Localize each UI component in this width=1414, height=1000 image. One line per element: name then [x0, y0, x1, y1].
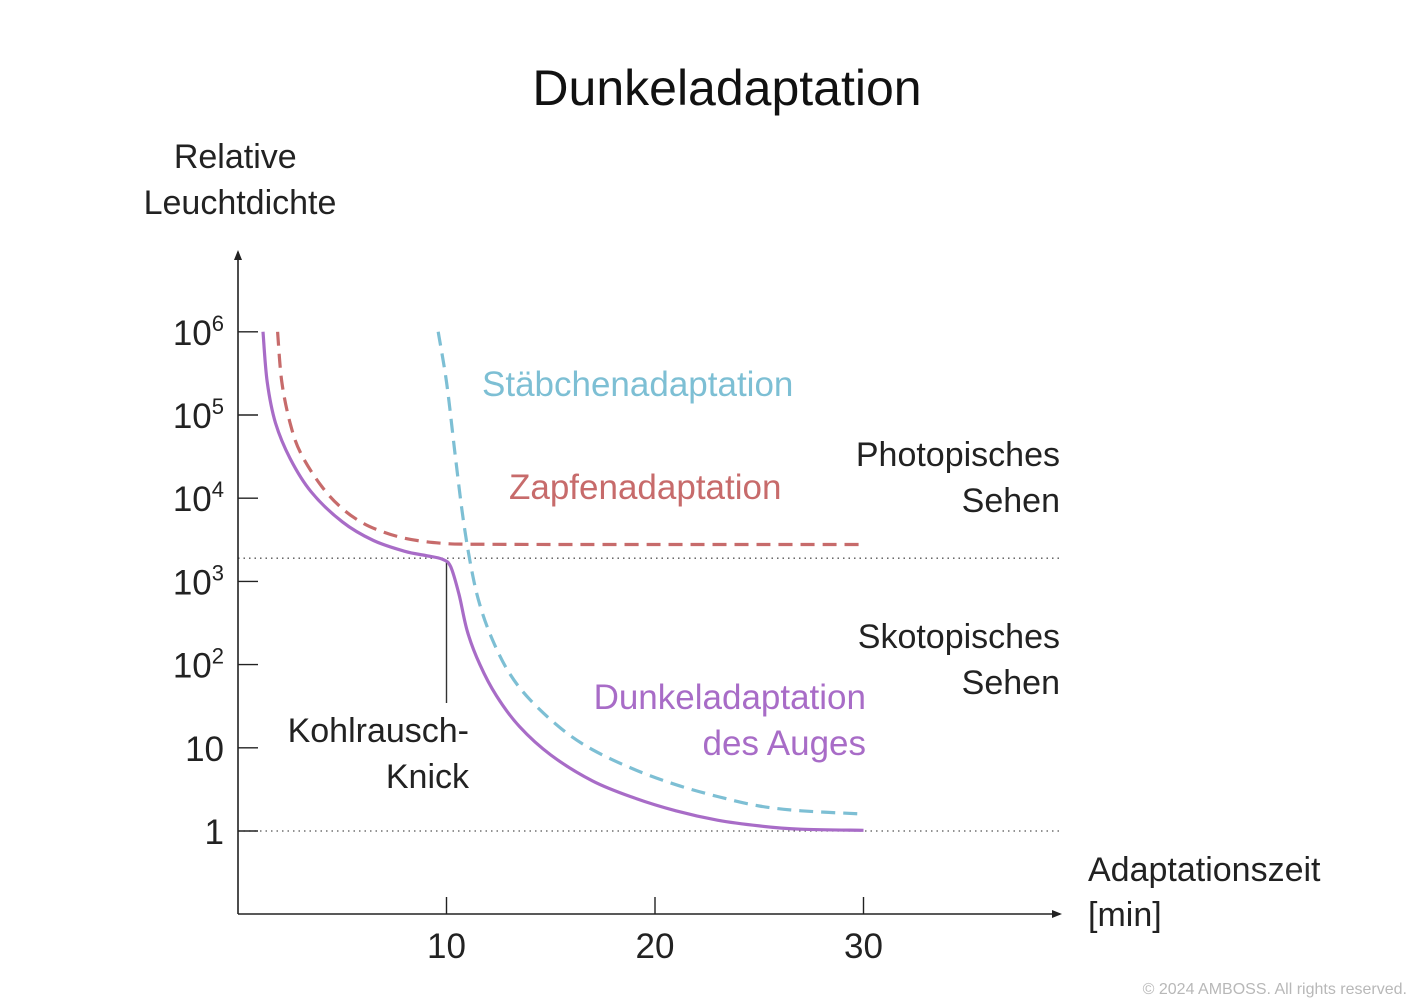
y-tick-exponent: 3	[212, 560, 224, 585]
annotations: Kohlrausch- Knick	[288, 562, 470, 796]
annotation-line-1: Knick	[386, 758, 470, 796]
annotation-kohlrausch-knick: Kohlrausch- Knick	[288, 712, 470, 796]
y-tick-label-1: 10	[185, 730, 224, 769]
y-tick-label-4: 104	[173, 477, 224, 519]
series-label-dunkeladaptation: Dunkeladaptation des Auges	[594, 678, 866, 763]
y-tick-exponent: 4	[212, 477, 224, 502]
y-tick-label-2: 102	[173, 644, 224, 686]
region-label-skotopisches-sehen: Skotopisches Sehen	[858, 618, 1060, 702]
y-tick-label-0: 1	[205, 813, 224, 852]
region-label-line-1: Sehen	[962, 482, 1060, 520]
y-tick-base: 10	[173, 647, 212, 686]
annotation-line-0: Kohlrausch-	[288, 712, 469, 750]
x-axis-label-line-2: [min]	[1088, 896, 1162, 934]
series-label-line-1: des Auges	[703, 724, 866, 763]
series-label-line-0: Zapfenadaptation	[509, 468, 781, 507]
series-dunkeladaptation-des-auges	[261, 331, 864, 832]
y-tick-base: 10	[173, 397, 212, 436]
y-tick-label-5: 105	[173, 394, 224, 436]
y-tick-base: 10	[173, 563, 212, 602]
region-label-line-0: Skotopisches	[858, 618, 1060, 656]
y-tick-exponent: 5	[212, 394, 224, 419]
y-axis-label: Relative Leuchtdichte	[144, 138, 337, 222]
series-label-line-0: Dunkeladaptation	[594, 678, 866, 717]
series-staebchenadaptation	[436, 331, 864, 816]
x-ticks: 10 20 30	[427, 897, 883, 966]
y-tick-label-3: 103	[173, 560, 224, 602]
series-label-line-0: Stäbchenadaptation	[482, 365, 793, 404]
x-tick-label-1: 20	[636, 927, 675, 966]
x-tick-label-2: 30	[844, 927, 883, 966]
y-tick-exponent: 6	[212, 311, 224, 336]
series-zapfenadaptation	[276, 331, 864, 547]
region-label-line-0: Photopisches	[856, 436, 1060, 474]
x-axis-label: Adaptationszeit [min]	[1088, 851, 1330, 934]
axes	[234, 250, 1062, 918]
series-labels: Stäbchenadaptation Zapfenadaptation Dunkel…	[482, 365, 866, 763]
chart-title: Dunkeladaptation	[532, 60, 921, 116]
series	[261, 331, 864, 832]
y-axis-label-line-1: Relative	[174, 138, 297, 176]
series-label-zapfenadaptation: Zapfenadaptation	[509, 468, 781, 507]
series-label-staebchenadaptation: Stäbchenadaptation	[482, 365, 793, 404]
x-tick-label-0: 10	[427, 927, 466, 966]
y-tick-base: 10	[173, 480, 212, 519]
region-labels: Photopisches Sehen Skotopisches Sehen	[856, 436, 1060, 702]
copyright: © 2024 AMBOSS. All rights reserved.	[1143, 981, 1407, 998]
y-axis-label-line-2: Leuchtdichte	[144, 184, 337, 222]
y-tick-exponent: 2	[212, 644, 224, 669]
region-label-photopisches-sehen: Photopisches Sehen	[856, 436, 1060, 520]
y-tick-base: 10	[173, 314, 212, 353]
region-label-line-1: Sehen	[962, 664, 1060, 702]
x-axis-label-line-1: Adaptationszeit	[1088, 851, 1321, 889]
y-tick-label-6: 106	[173, 311, 224, 353]
